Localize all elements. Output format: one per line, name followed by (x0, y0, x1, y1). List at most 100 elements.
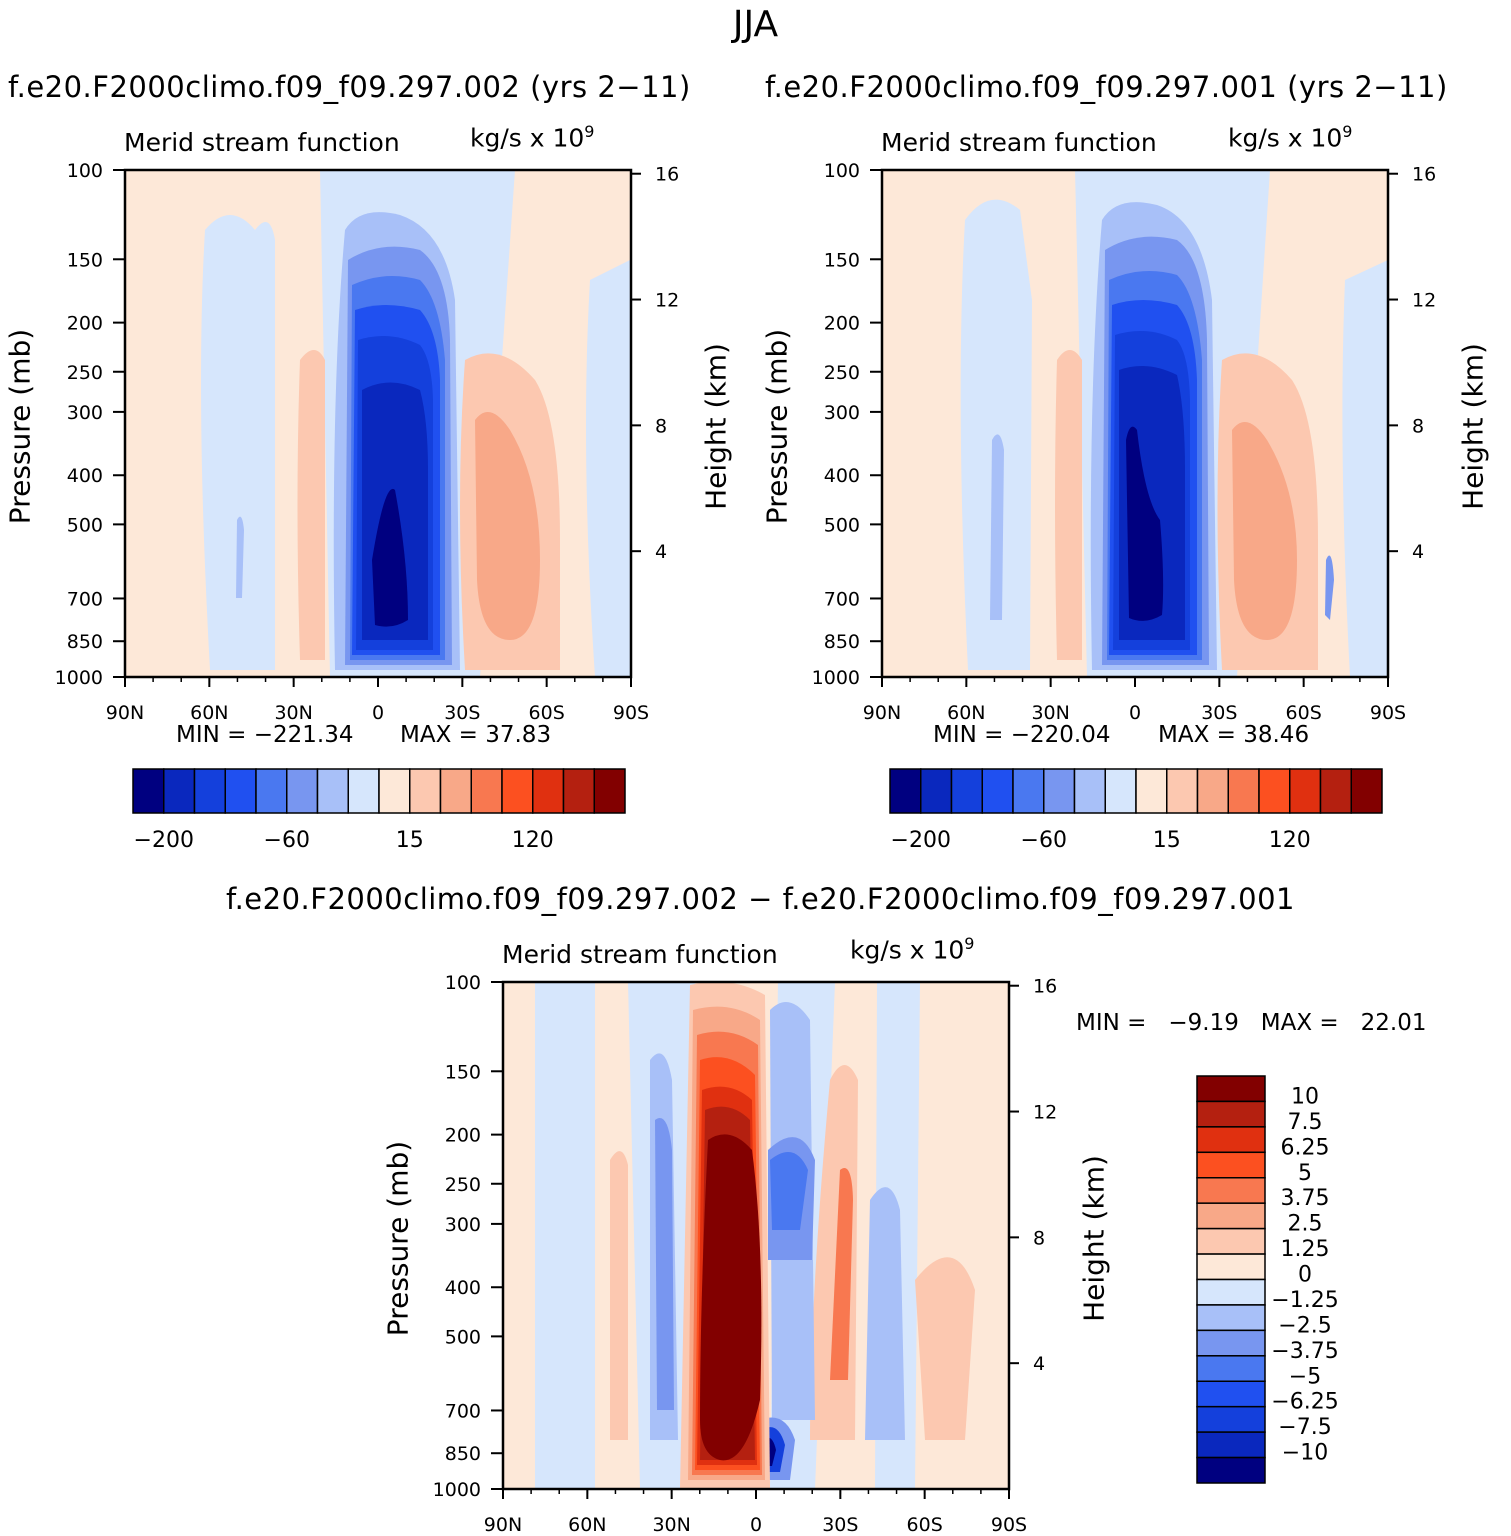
panel1-colorbar-box (316, 768, 349, 814)
panel1-ytick-label: 1000 (55, 667, 103, 689)
panel3-colorbar-label: 0 (1298, 1263, 1312, 1288)
panel1-colorbar-box (501, 768, 534, 814)
panel3-ytick-label: 700 (445, 1400, 481, 1422)
panel3-colorbar-label: 6.25 (1281, 1135, 1330, 1160)
panel1-ytick-label: 200 (67, 313, 103, 335)
panel1-colorbar-box (132, 768, 165, 814)
panel1-ytick-label: 250 (67, 362, 103, 384)
panel2-colorbar-box (1012, 768, 1045, 814)
panel2-ytick-label: 200 (824, 313, 860, 335)
panel3-ytick-label: 850 (445, 1443, 481, 1465)
panel1-colorbar-label: 120 (512, 828, 554, 853)
panel3-colorbar-label: −5 (1289, 1364, 1321, 1389)
panel2-xtick-label: 60S (1286, 702, 1322, 724)
panel1-ytick-label: 500 (67, 514, 103, 536)
panel3-colorbar-label: 1.25 (1281, 1237, 1330, 1262)
panel1-ytick-label: 150 (67, 249, 103, 271)
panel2-xtick-label: 90S (1370, 702, 1406, 724)
panel2-xtick-label: 0 (1129, 702, 1141, 724)
panel3-ytick-label: 100 (445, 972, 481, 994)
panel1-case-title: f.e20.F2000climo.f09_f09.297.002 (yrs 2−… (8, 70, 691, 104)
panel1-xtick-label: 90S (613, 702, 649, 724)
panel2-colorbar-box (981, 768, 1014, 814)
panel3-colorbar-label: −3.75 (1271, 1339, 1338, 1364)
panel2-ytick-label: 250 (824, 362, 860, 384)
panel3-colorbar-label: 10 (1291, 1084, 1319, 1109)
panel2-xtick-label: 30S (1201, 702, 1237, 724)
panel2-colorbar-label: −60 (1021, 828, 1067, 853)
diff-title: f.e20.F2000climo.f09_f09.297.002 − f.e20… (225, 882, 1295, 916)
panel2-ytick-label: 700 (824, 588, 860, 610)
panel1-xtick-label: 0 (372, 702, 384, 724)
panel1-colorbar-box (163, 768, 196, 814)
panel2-colorbar-box (1319, 768, 1352, 814)
panel2-colorbar-box (1043, 768, 1076, 814)
panel2-ytick-label: 100 (824, 160, 860, 182)
panel3-colorbar-box (1196, 1355, 1266, 1382)
panel1-units-label: kg/s x 109 (470, 122, 595, 153)
panel2-ytick-label: 1000 (812, 667, 860, 689)
panel3-xtick-label: 60N (568, 1514, 606, 1536)
panel1-ytick-label: 850 (67, 631, 103, 653)
panel2-colorbar-label: 15 (1153, 828, 1181, 853)
panel3-field-label: Merid stream function (502, 940, 778, 969)
panel1-field-label: Merid stream function (124, 128, 400, 157)
panel3-ytick-label: 1000 (433, 1479, 481, 1501)
axes-layer: 100150200250300400500700850100016128490N… (55, 160, 1437, 1536)
panel3-y2tick-label: 12 (1033, 1102, 1057, 1124)
panel2-colorbar-box (1104, 768, 1137, 814)
panel1-colorbar-box (224, 768, 257, 814)
panel2-colorbar-box (1258, 768, 1291, 814)
panel3-xtick-label: 60S (907, 1514, 943, 1536)
panel3-ytick-label: 400 (445, 1277, 481, 1299)
panel3-xtick-label: 30S (822, 1514, 858, 1536)
panel3-colorbar-box (1196, 1380, 1266, 1408)
panel3-colorbar-label: −6.25 (1271, 1390, 1338, 1415)
panel3-colorbar-label: 7.5 (1288, 1110, 1323, 1135)
panel3-contours (503, 982, 1009, 1489)
panel3-xtick-label: 30N (652, 1514, 690, 1536)
panel2-ytick-label: 500 (824, 514, 860, 536)
panel3-colorbar-label: −10 (1282, 1441, 1328, 1466)
panel2-max: MAX = 38.46 (1158, 722, 1310, 748)
panel3-colorbar-label: 2.5 (1288, 1212, 1323, 1237)
panel2-ytick-label: 400 (824, 465, 860, 487)
panel2-colorbar-box (920, 768, 953, 814)
panel2-ytick-label: 150 (824, 249, 860, 271)
panel2-field-label: Merid stream function (881, 128, 1157, 157)
panel2-colorbar-box (950, 768, 983, 814)
panel1-ytick-label: 100 (67, 160, 103, 182)
panel2-colorbar-label: 120 (1269, 828, 1311, 853)
panel3-colorbar-label: 5 (1298, 1161, 1312, 1186)
panel3-xtick-label: 0 (750, 1514, 762, 1536)
panel3-y2tick-label: 16 (1033, 976, 1057, 998)
panel3-colorbar-label: −1.25 (1271, 1288, 1338, 1313)
panel2-xtick-label: 90N (863, 702, 901, 724)
panel1-colorbar-label: −60 (264, 828, 310, 853)
panel1-min: MIN = −221.34 (176, 722, 354, 748)
panel1-colorbar-box (255, 768, 288, 814)
panel3-colorbar-box (1196, 1075, 1266, 1103)
panel3-ytick-label: 250 (445, 1174, 481, 1196)
panel1-y2tick-label: 4 (655, 541, 667, 563)
panel2-y2tick-label: 4 (1412, 541, 1424, 563)
panel1-colorbar-label: 15 (396, 828, 424, 853)
panel1-colorbar-box (593, 768, 626, 814)
panel1-ytick-label: 400 (67, 465, 103, 487)
panel2-colorbar-box (1227, 768, 1260, 814)
panel2-colorbar-box (1166, 768, 1199, 814)
panel2-colorbar-box (1289, 768, 1322, 814)
panel1-ytick-label: 300 (67, 402, 103, 424)
panel3-ytick-label: 150 (445, 1061, 481, 1083)
panel1-ytick-label: 700 (67, 588, 103, 610)
panel1-y2tick-label: 12 (655, 290, 679, 312)
panel3-colorbar-box (1196, 1151, 1266, 1179)
panel2-min: MIN = −220.04 (933, 722, 1111, 748)
panel3-ytick-label: 200 (445, 1125, 481, 1147)
panel3-colorbar-box (1196, 1253, 1266, 1281)
panel3-colorbar-box (1196, 1177, 1266, 1204)
panel2-y2tick-label: 12 (1412, 290, 1436, 312)
panel3-colorbar-box (1196, 1431, 1266, 1459)
panel2-colorbar-box (1350, 768, 1383, 814)
